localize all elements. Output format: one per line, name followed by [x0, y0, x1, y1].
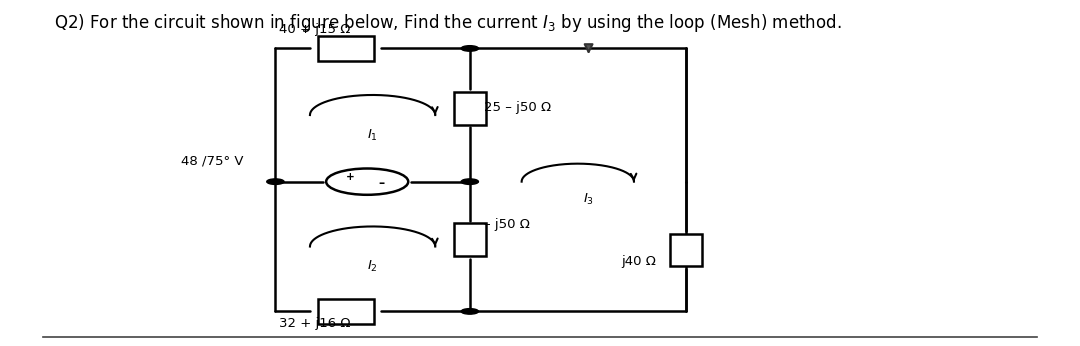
- Text: $I_2$: $I_2$: [367, 259, 378, 274]
- Text: +: +: [346, 173, 354, 182]
- Text: Q2) For the circuit shown in figure below, Find the current $I_3$ by using the l: Q2) For the circuit shown in figure belo…: [54, 12, 841, 34]
- Text: 48 /75° V: 48 /75° V: [181, 154, 244, 167]
- Circle shape: [267, 179, 284, 184]
- Text: $I_3$: $I_3$: [583, 192, 594, 207]
- Text: 32 + j16 Ω: 32 + j16 Ω: [279, 317, 350, 330]
- Bar: [318, 299, 374, 324]
- Bar: [318, 36, 374, 61]
- Text: j40 Ω: j40 Ω: [621, 255, 656, 268]
- Text: $I_1$: $I_1$: [367, 128, 378, 143]
- Circle shape: [461, 309, 478, 314]
- Text: –: –: [378, 177, 384, 190]
- Text: – j50 Ω: – j50 Ω: [484, 218, 529, 231]
- Circle shape: [461, 46, 478, 51]
- Bar: [670, 234, 702, 266]
- Bar: [454, 223, 486, 256]
- Text: 25 – j50 Ω: 25 – j50 Ω: [484, 101, 551, 114]
- Text: 40 + j15 Ω: 40 + j15 Ω: [279, 23, 350, 36]
- Circle shape: [461, 179, 478, 184]
- Bar: [454, 92, 486, 125]
